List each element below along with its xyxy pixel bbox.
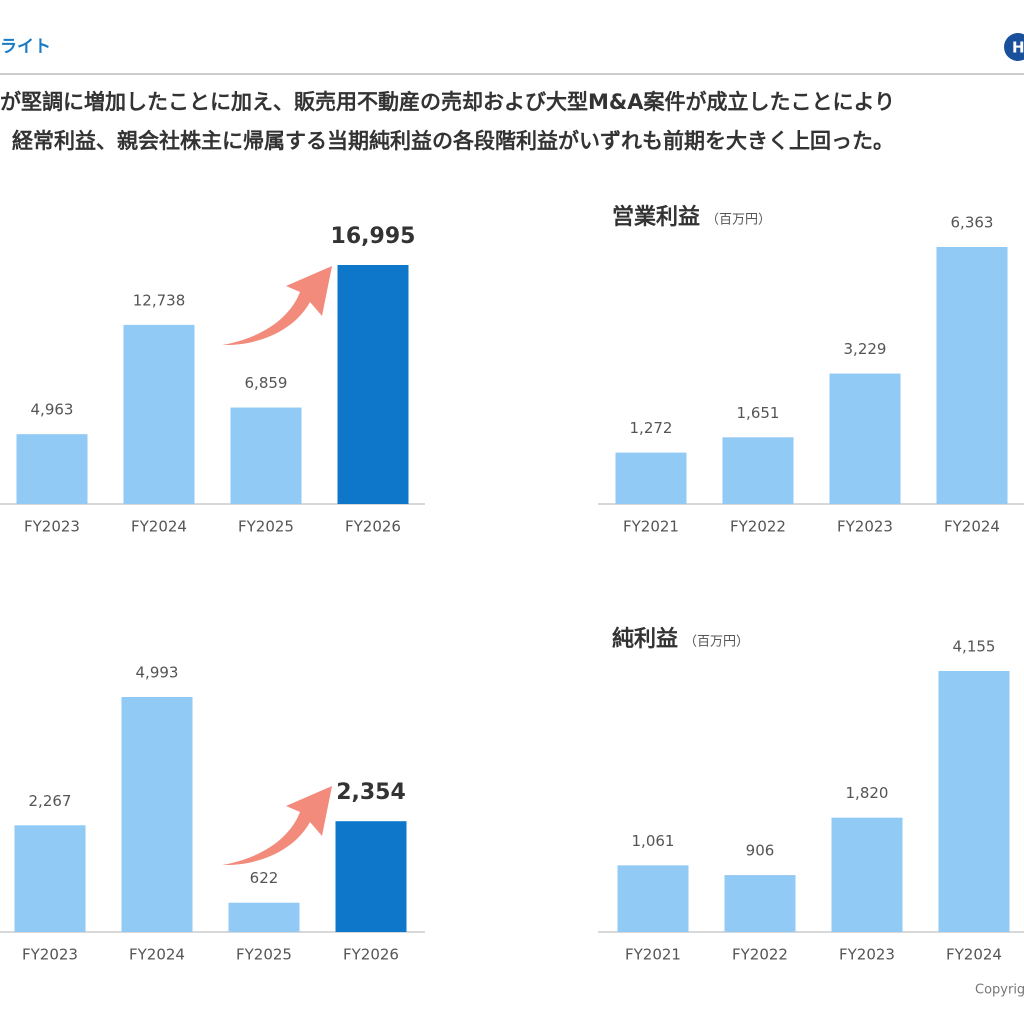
x-tick-label: FY2024 [131, 518, 187, 536]
bar [617, 865, 689, 932]
x-tick-label: FY2025 [238, 518, 294, 536]
value-label: 1,820 [846, 784, 889, 802]
x-tick-label: FY2023 [837, 518, 893, 536]
x-tick-label: FY2024 [946, 946, 1002, 964]
bar [337, 265, 409, 504]
x-tick-label: FY2021 [625, 946, 681, 964]
copyright: Copyrig [975, 983, 1024, 998]
x-tick-label: FY2023 [839, 946, 895, 964]
value-label: 1,651 [737, 404, 780, 422]
x-tick-label: FY2026 [345, 518, 401, 536]
x-tick-label: FY2021 [623, 518, 679, 536]
x-tick-label: FY2024 [129, 946, 185, 964]
bar [615, 452, 687, 504]
value-label: 906 [746, 842, 775, 860]
growth-arrow [222, 266, 332, 346]
body-line: 経常利益、親会社株主に帰属する当期純利益の各段階利益がいずれも前期を大きく上回っ… [12, 129, 894, 153]
value-label: 16,995 [331, 224, 416, 249]
bar [938, 671, 1010, 932]
bar [724, 875, 796, 932]
value-label: 2,354 [336, 780, 406, 805]
chart-title: 純利益 [612, 626, 678, 652]
body-line: が堅調に増加したことに加え、販売用不動産の売却および大型M&A案件が成立したこと… [0, 90, 895, 114]
bar [722, 437, 794, 504]
bar [230, 407, 302, 504]
bar [123, 324, 195, 504]
bar [228, 902, 300, 932]
logo [1004, 33, 1024, 61]
bar [831, 817, 903, 932]
value-label: 3,229 [844, 340, 887, 358]
value-label: 4,155 [953, 638, 996, 656]
value-label: 12,738 [133, 291, 186, 309]
bar [936, 247, 1008, 504]
x-tick-label: FY2024 [944, 518, 1000, 536]
x-tick-label: FY2026 [343, 946, 399, 964]
value-label: 4,993 [136, 664, 179, 682]
x-tick-label: FY2023 [22, 946, 78, 964]
chart-unit: （百万円） [706, 213, 771, 228]
bar [335, 821, 407, 932]
value-label: 1,061 [632, 832, 675, 850]
header-title: ライト [0, 37, 51, 57]
value-label: 4,963 [31, 401, 74, 419]
value-label: 2,267 [29, 792, 72, 810]
value-label: 622 [250, 869, 279, 887]
x-tick-label: FY2023 [24, 518, 80, 536]
logo-text: H [1012, 39, 1024, 57]
value-label: 1,272 [630, 419, 673, 437]
chart-unit: （百万円） [684, 635, 749, 650]
value-label: 6,363 [951, 214, 994, 232]
growth-arrow [222, 786, 332, 866]
x-tick-label: FY2022 [730, 518, 786, 536]
bar [829, 373, 901, 504]
value-label: 6,859 [245, 374, 288, 392]
chart-title: 営業利益 [612, 204, 700, 230]
bar [16, 434, 88, 504]
bar [121, 697, 193, 932]
x-tick-label: FY2025 [236, 946, 292, 964]
x-tick-label: FY2022 [732, 946, 788, 964]
bar [14, 825, 86, 932]
